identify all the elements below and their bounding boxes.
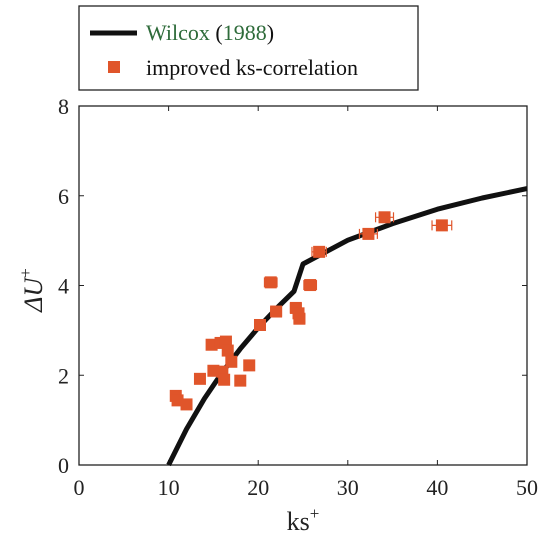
y-tick-label: 8 — [58, 94, 69, 119]
x-axis-label: ks+ — [287, 504, 320, 536]
axis-ticks: 0 10 20 30 40 50 0 2 4 6 8 — [58, 94, 538, 500]
x-tick-label: 50 — [516, 475, 538, 500]
wilcox-curve — [166, 186, 528, 467]
point-marker — [378, 211, 391, 224]
data-point — [225, 355, 238, 368]
data-point — [218, 373, 231, 386]
y-tick-label: 4 — [58, 274, 69, 299]
data-point — [431, 219, 453, 232]
point-marker — [218, 373, 231, 386]
data-point — [293, 312, 306, 325]
y-axis-label: ΔU+ — [16, 268, 48, 313]
legend-square-swatch — [108, 61, 120, 73]
legend-box — [78, 5, 419, 91]
data-point — [263, 276, 278, 289]
point-marker — [293, 312, 306, 325]
point-marker — [313, 245, 326, 258]
legend: Wilcox (1988) improved ks-correlation — [78, 5, 419, 91]
wilcox-curve-layer — [166, 186, 528, 467]
point-marker — [243, 359, 256, 372]
x-tick-label: 0 — [74, 475, 85, 500]
point-marker — [193, 372, 206, 385]
data-point — [193, 372, 206, 385]
legend-label-wilcox: Wilcox (1988) — [146, 20, 274, 45]
point-marker — [234, 374, 247, 387]
y-tick-label: 6 — [58, 184, 69, 209]
legend-wilcox-close-paren: ) — [267, 20, 274, 45]
data-point — [270, 305, 283, 318]
y-tick-label: 0 — [58, 453, 69, 478]
y-tick-label: 2 — [58, 363, 69, 388]
data-point — [311, 245, 327, 258]
legend-wilcox-year: 1988 — [223, 20, 267, 45]
point-marker — [264, 276, 277, 289]
point-marker — [253, 318, 266, 331]
point-marker — [225, 355, 238, 368]
data-point — [180, 398, 193, 411]
point-marker — [435, 219, 448, 232]
point-marker — [270, 305, 283, 318]
data-point — [253, 318, 266, 331]
legend-label-correlation: improved ks-correlation — [146, 55, 358, 80]
x-tick-label: 20 — [247, 475, 269, 500]
data-point — [243, 359, 256, 372]
x-tick-label: 10 — [158, 475, 180, 500]
x-tick-label: 30 — [337, 475, 359, 500]
legend-wilcox-open-paren: ( — [210, 20, 223, 45]
data-point — [303, 279, 318, 292]
data-point — [358, 227, 378, 240]
data-point — [221, 344, 234, 357]
point-marker — [180, 398, 193, 411]
x-tick-label: 40 — [426, 475, 448, 500]
data-points-layer — [169, 211, 453, 411]
point-marker — [304, 279, 317, 292]
plot-area — [78, 105, 528, 466]
data-point — [374, 211, 395, 224]
x-axis-label-sup: + — [310, 504, 320, 523]
point-marker — [221, 344, 234, 357]
y-axis-label-main: ΔU — [19, 276, 48, 313]
legend-wilcox-author: Wilcox — [146, 20, 210, 45]
point-marker — [362, 227, 375, 240]
y-axis-label-sup: + — [16, 268, 35, 278]
data-point — [234, 374, 247, 387]
x-axis-label-main: ks — [287, 507, 310, 536]
